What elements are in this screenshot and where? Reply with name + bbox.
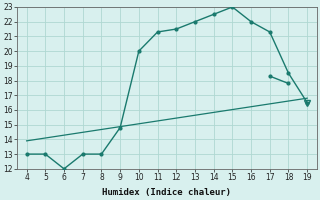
X-axis label: Humidex (Indice chaleur): Humidex (Indice chaleur) [102,188,231,197]
